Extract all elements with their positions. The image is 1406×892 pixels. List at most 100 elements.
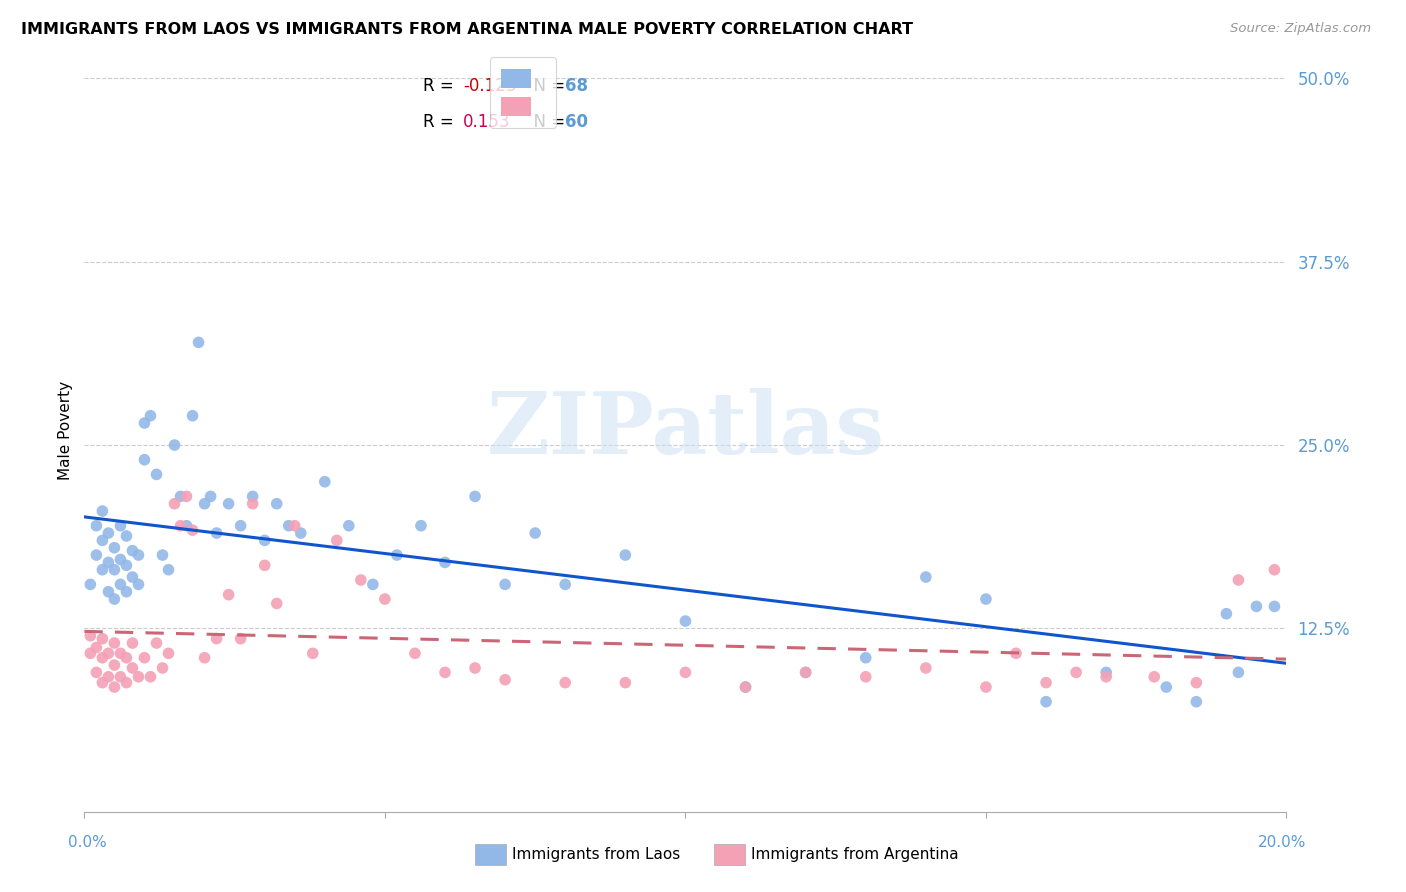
Point [110,552,132,566]
Point [181,409,204,423]
Point [1263,563,1285,577]
Point [974,680,997,694]
Point [176,489,198,503]
Point [194,650,217,665]
Point [97,555,120,569]
Point [266,497,288,511]
Point [139,409,162,423]
Point [734,680,756,694]
Legend: , : , [489,57,557,128]
Point [675,665,697,680]
Point [218,497,240,511]
Point [205,632,228,646]
Point [337,518,360,533]
Point [145,467,167,482]
Text: 68: 68 [565,77,588,95]
Text: Immigrants from Laos: Immigrants from Laos [512,847,681,862]
Point [176,518,198,533]
Point [1215,607,1237,621]
Point [290,526,312,541]
Text: R =: R = [423,77,460,95]
Point [1143,670,1166,684]
Point [157,563,180,577]
Point [1185,675,1208,690]
Point [794,665,817,680]
Point [86,665,108,680]
Point [152,661,174,675]
Text: Source: ZipAtlas.com: Source: ZipAtlas.com [1230,22,1371,36]
Point [675,614,697,628]
Point [266,597,288,611]
Point [284,518,307,533]
Y-axis label: Male Poverty: Male Poverty [58,381,73,480]
Point [434,665,457,680]
Point [1035,675,1057,690]
Point [134,650,156,665]
Point [554,577,576,591]
Text: Immigrants from Argentina: Immigrants from Argentina [751,847,959,862]
Point [1064,665,1087,680]
Point [1095,665,1118,680]
Point [385,548,408,562]
Text: 20.0%: 20.0% [1258,836,1306,850]
Point [1263,599,1285,614]
Point [139,670,162,684]
Point [1005,646,1028,660]
Point [326,533,349,548]
Point [181,523,204,537]
Point [464,661,486,675]
Point [115,558,138,573]
Text: ZIPatlas: ZIPatlas [486,388,884,473]
Point [97,670,120,684]
Point [915,661,938,675]
Point [242,489,264,503]
Point [103,563,125,577]
Point [91,650,114,665]
Point [115,675,138,690]
Text: 0.153: 0.153 [463,112,510,130]
Point [734,680,756,694]
Point [134,416,156,430]
Point [242,497,264,511]
Point [127,670,149,684]
Point [200,489,222,503]
Point [494,577,516,591]
Point [169,489,191,503]
Point [86,518,108,533]
Point [554,675,576,690]
Point [110,670,132,684]
Point [97,584,120,599]
Point [229,518,252,533]
Point [434,555,457,569]
Point [205,526,228,541]
Point [157,646,180,660]
Point [1246,599,1268,614]
Text: 0.0%: 0.0% [67,836,107,850]
Point [229,632,252,646]
Point [1095,670,1118,684]
Point [91,504,114,518]
Point [855,650,877,665]
Point [103,658,125,673]
Point [361,577,384,591]
Point [110,577,132,591]
Point [121,543,143,558]
Point [974,592,997,607]
Point [152,548,174,562]
Point [115,584,138,599]
Point [614,548,637,562]
Point [110,646,132,660]
Text: R =: R = [423,112,464,130]
Point [301,646,323,660]
Point [163,497,186,511]
Point [145,636,167,650]
Point [79,646,101,660]
Point [1035,695,1057,709]
Point [314,475,336,489]
Point [121,636,143,650]
Point [91,675,114,690]
Point [115,529,138,543]
Point [121,570,143,584]
Point [494,673,516,687]
Point [794,665,817,680]
